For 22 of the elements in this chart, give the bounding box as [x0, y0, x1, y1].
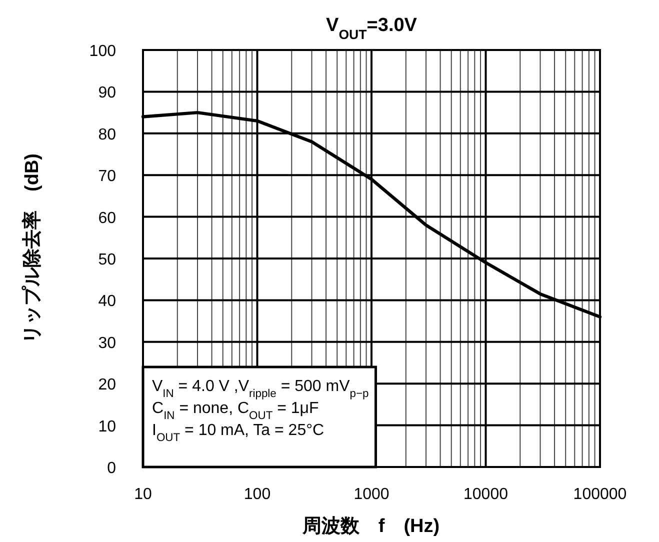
- y-tick-label: 60: [98, 210, 116, 227]
- x-tick-label: 10000: [464, 486, 508, 503]
- annotation: V$_{IN}$ = 4.0 V ,V$_{ripple}$ = 500 mV$_{p−p}$: [152, 378, 369, 400]
- y-tick-label: 10: [98, 418, 116, 436]
- y-tick-label: 90: [98, 84, 116, 102]
- y-axis-title: リップル除去率 (dB): [21, 154, 43, 344]
- x-tick-label: 100: [244, 486, 271, 503]
- x-tick-label: 1000: [354, 486, 390, 503]
- annotation: I$_{OUT}$ = 10 mA, Ta = 25°C: [152, 422, 324, 444]
- x-axis-title: 周波数 f (Hz): [301, 515, 440, 537]
- y-tick-label: 20: [98, 376, 116, 394]
- y-tick-label: 70: [98, 168, 116, 186]
- x-tick-label: 100000: [573, 486, 627, 503]
- annotation: C$_{IN}$ = none, C$_{OUT}$ = 1μF: [152, 400, 320, 422]
- y-tick-label: 0: [107, 460, 116, 477]
- chart-title: V$_{OUT}$=3.0V: [326, 15, 418, 42]
- x-tick-label: 10: [134, 486, 152, 503]
- y-tick-label: 50: [98, 252, 116, 268]
- y-tick-label: 40: [98, 293, 116, 310]
- y-tick-label: 100: [89, 43, 116, 60]
- y-tick-label: 80: [98, 126, 116, 144]
- y-tick-label: 30: [98, 334, 116, 352]
